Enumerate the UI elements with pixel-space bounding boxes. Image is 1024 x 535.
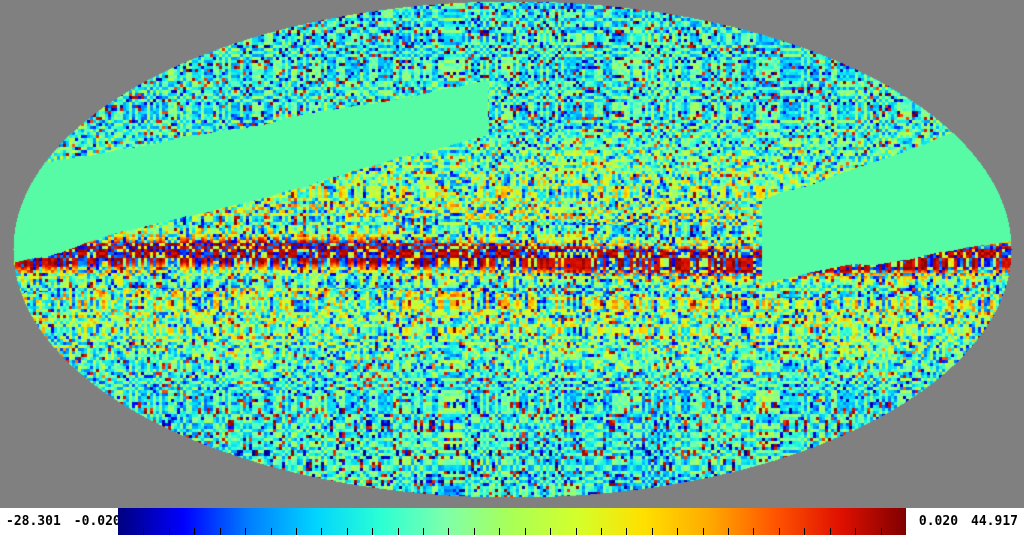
colorbar-max-labels: 0.020 44.917	[906, 508, 1024, 535]
all-sky-mollweide-map	[0, 0, 1024, 500]
colorbar-min-labels: -28.301 -0.020	[0, 508, 121, 535]
colorbar-gradient-strip	[118, 508, 906, 535]
colorbar-vmax-label: 44.917	[971, 514, 1018, 529]
colorbar-vmin-label: -28.301	[6, 514, 61, 529]
colorbar-gradient	[118, 508, 906, 535]
colorbar-low-label: -0.020	[73, 514, 121, 529]
colorbar-high-label: 0.020	[918, 514, 959, 529]
colorbar: -28.301 -0.020 0.020 44.917	[0, 508, 1024, 535]
map-area	[0, 0, 1024, 500]
